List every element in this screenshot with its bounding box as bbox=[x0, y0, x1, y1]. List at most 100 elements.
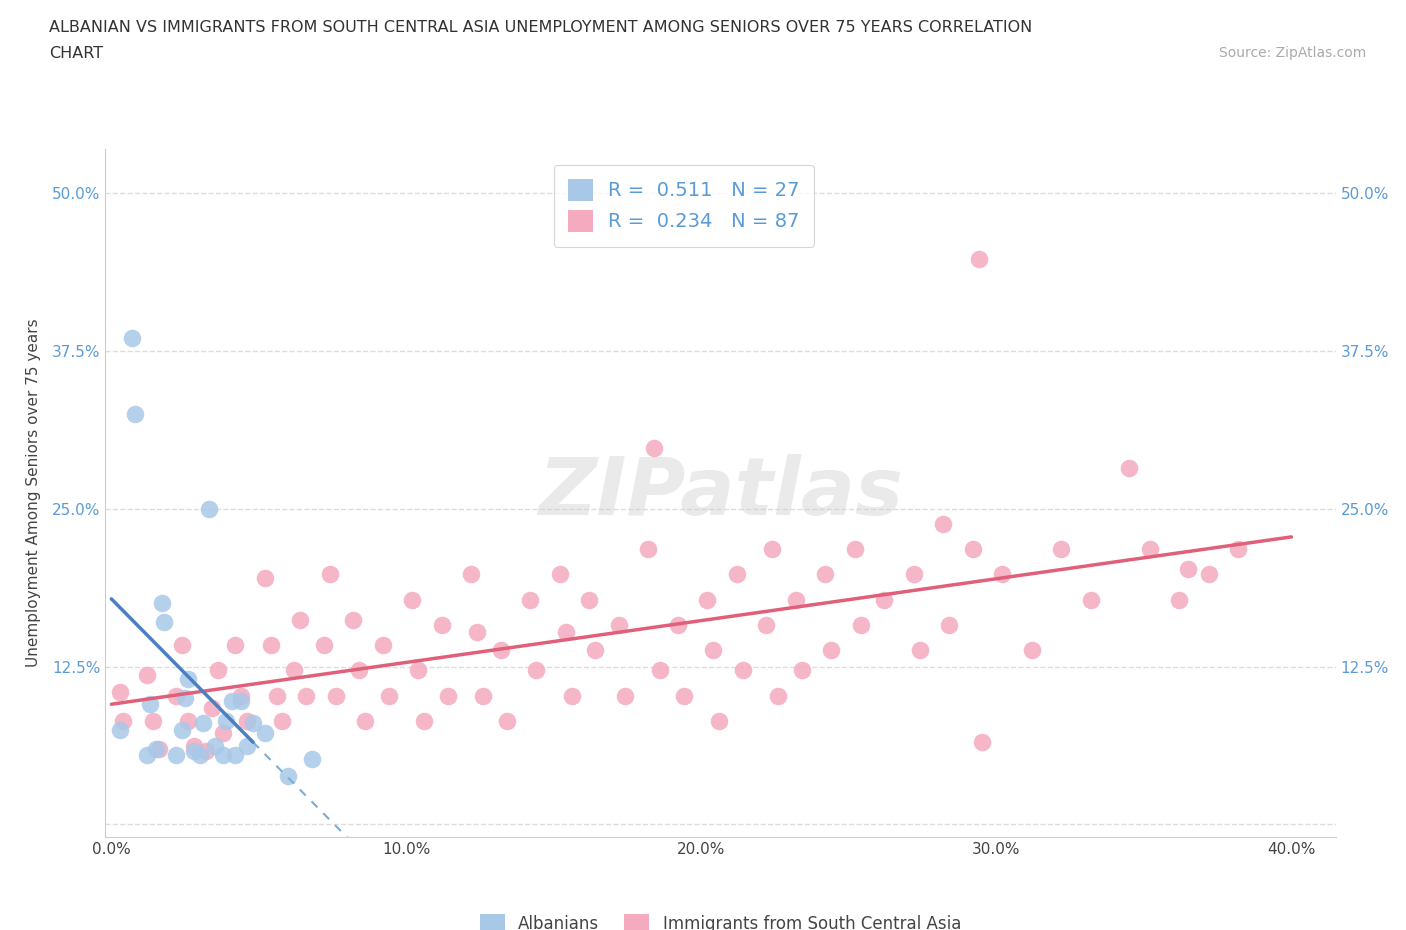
Point bbox=[183, 738, 205, 753]
Point bbox=[377, 688, 399, 703]
Point bbox=[277, 769, 299, 784]
Point bbox=[236, 738, 259, 753]
Point bbox=[401, 592, 423, 607]
Point bbox=[312, 638, 335, 653]
Text: ALBANIAN VS IMMIGRANTS FROM SOUTH CENTRAL ASIA UNEMPLOYMENT AMONG SENIORS OVER 7: ALBANIAN VS IMMIGRANTS FROM SOUTH CENTRA… bbox=[49, 20, 1032, 35]
Point bbox=[135, 668, 157, 683]
Point bbox=[124, 406, 146, 421]
Point bbox=[177, 713, 200, 728]
Point bbox=[135, 748, 157, 763]
Text: ZIPatlas: ZIPatlas bbox=[538, 454, 903, 532]
Point bbox=[1080, 592, 1102, 607]
Y-axis label: Unemployment Among Seniors over 75 years: Unemployment Among Seniors over 75 years bbox=[25, 319, 41, 667]
Point bbox=[561, 688, 583, 703]
Point bbox=[301, 751, 323, 766]
Point bbox=[460, 567, 482, 582]
Point bbox=[820, 643, 842, 658]
Point bbox=[495, 713, 517, 728]
Point bbox=[121, 331, 143, 346]
Point bbox=[666, 618, 689, 632]
Point bbox=[696, 592, 718, 607]
Point bbox=[215, 713, 238, 728]
Point bbox=[519, 592, 541, 607]
Point bbox=[295, 688, 318, 703]
Point bbox=[702, 643, 724, 658]
Point bbox=[932, 516, 955, 531]
Point bbox=[938, 618, 960, 632]
Point bbox=[212, 748, 235, 763]
Point bbox=[325, 688, 347, 703]
Point bbox=[172, 723, 194, 737]
Point bbox=[271, 713, 294, 728]
Point bbox=[436, 688, 458, 703]
Point bbox=[172, 638, 194, 653]
Point bbox=[224, 638, 246, 653]
Point bbox=[108, 723, 131, 737]
Point bbox=[354, 713, 377, 728]
Point bbox=[347, 663, 370, 678]
Legend: Albanians, Immigrants from South Central Asia: Albanians, Immigrants from South Central… bbox=[474, 908, 967, 930]
Text: CHART: CHART bbox=[49, 46, 103, 61]
Point bbox=[183, 744, 205, 759]
Point bbox=[524, 663, 547, 678]
Point bbox=[1168, 592, 1191, 607]
Point bbox=[150, 596, 173, 611]
Point bbox=[318, 567, 340, 582]
Point bbox=[266, 688, 288, 703]
Point bbox=[174, 691, 197, 706]
Point bbox=[194, 744, 217, 759]
Point bbox=[731, 663, 754, 678]
Point bbox=[1139, 541, 1161, 556]
Point bbox=[371, 638, 394, 653]
Point bbox=[908, 643, 931, 658]
Point bbox=[785, 592, 807, 607]
Point bbox=[413, 713, 436, 728]
Point bbox=[231, 688, 253, 703]
Point bbox=[1227, 541, 1250, 556]
Point bbox=[761, 541, 783, 556]
Point bbox=[1021, 643, 1043, 658]
Point bbox=[112, 713, 135, 728]
Point bbox=[554, 625, 576, 640]
Point bbox=[204, 738, 226, 753]
Point bbox=[613, 688, 636, 703]
Point bbox=[707, 713, 730, 728]
Point bbox=[177, 671, 200, 686]
Point bbox=[643, 441, 665, 456]
Point bbox=[406, 663, 429, 678]
Point bbox=[145, 741, 167, 756]
Point bbox=[188, 748, 211, 763]
Point bbox=[201, 701, 224, 716]
Point bbox=[342, 612, 364, 627]
Point bbox=[725, 567, 748, 582]
Point bbox=[260, 638, 283, 653]
Point bbox=[191, 716, 214, 731]
Point bbox=[1050, 541, 1073, 556]
Point bbox=[607, 618, 630, 632]
Point bbox=[873, 592, 896, 607]
Point bbox=[142, 713, 165, 728]
Point bbox=[207, 663, 229, 678]
Point bbox=[221, 693, 243, 708]
Point bbox=[489, 643, 512, 658]
Text: Source: ZipAtlas.com: Source: ZipAtlas.com bbox=[1219, 46, 1367, 60]
Point bbox=[672, 688, 695, 703]
Point bbox=[283, 663, 305, 678]
Point bbox=[236, 713, 259, 728]
Point bbox=[849, 618, 872, 632]
Point bbox=[1198, 567, 1220, 582]
Point bbox=[153, 615, 176, 630]
Point bbox=[583, 643, 606, 658]
Point bbox=[197, 501, 219, 516]
Point bbox=[165, 748, 187, 763]
Point bbox=[755, 618, 778, 632]
Point bbox=[844, 541, 866, 556]
Point bbox=[1177, 562, 1199, 577]
Point bbox=[212, 726, 235, 741]
Point bbox=[465, 625, 488, 640]
Point bbox=[766, 688, 789, 703]
Point bbox=[991, 567, 1014, 582]
Point bbox=[548, 567, 571, 582]
Point bbox=[967, 251, 990, 266]
Point bbox=[231, 693, 253, 708]
